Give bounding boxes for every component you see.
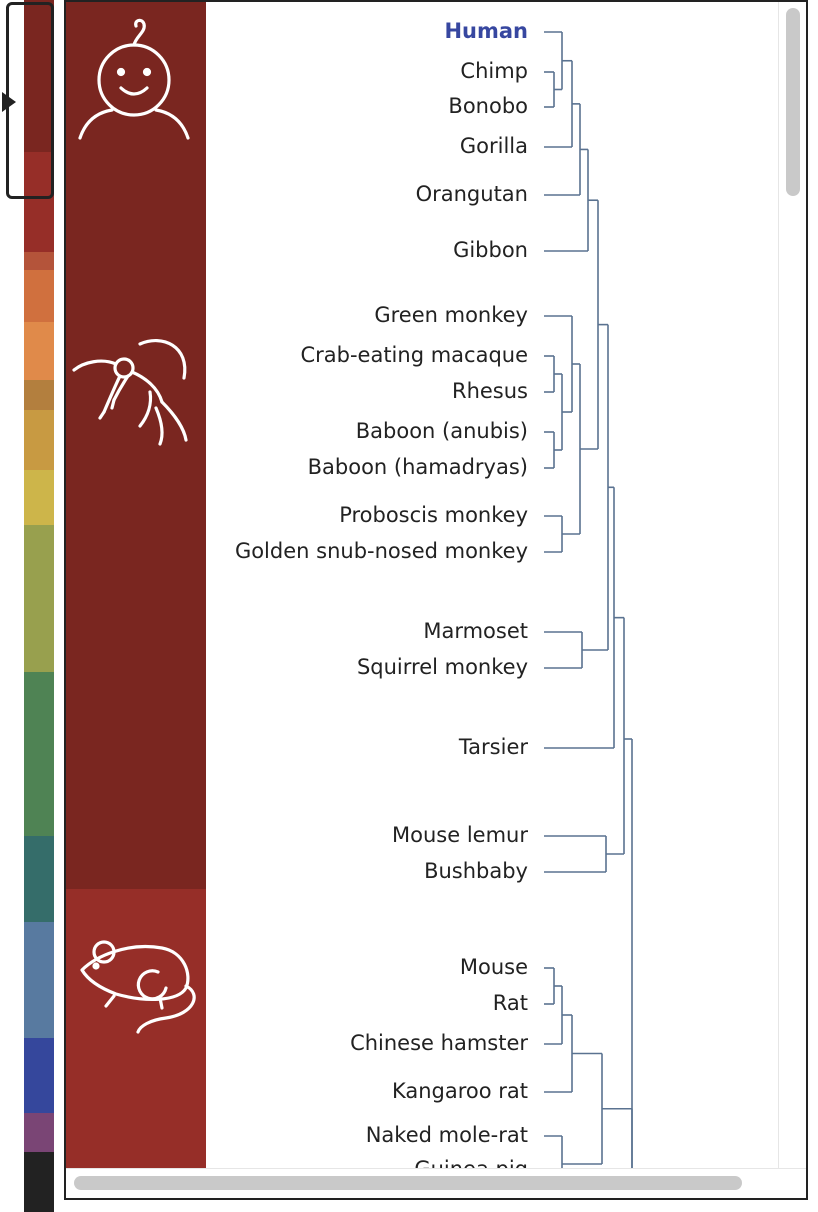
overview-segment[interactable] <box>24 380 54 410</box>
species-label[interactable]: Squirrel monkey <box>356 655 528 679</box>
species-label[interactable]: Bonobo <box>448 94 528 118</box>
mouse-icon[interactable] <box>66 922 206 1062</box>
species-label[interactable]: Gibbon <box>453 238 528 262</box>
overview-segment[interactable] <box>24 0 54 152</box>
species-label[interactable]: Proboscis monkey <box>339 503 528 527</box>
species-label[interactable]: Orangutan <box>415 182 528 206</box>
overview-segment[interactable] <box>24 470 54 525</box>
species-label[interactable]: Baboon (hamadryas) <box>307 455 528 479</box>
species-label[interactable]: Rhesus <box>451 379 528 403</box>
viewport-pointer-icon <box>2 92 16 112</box>
overview-segment[interactable] <box>24 1152 54 1212</box>
species-label[interactable]: Naked mole-rat <box>365 1123 528 1147</box>
overview-segment[interactable] <box>24 922 54 1038</box>
human-baby-icon[interactable] <box>66 12 206 152</box>
clade-band-primates <box>66 2 206 889</box>
dendrogram <box>544 31 633 1168</box>
species-label[interactable]: Marmoset <box>423 619 528 643</box>
species-label[interactable]: Kangaroo rat <box>391 1079 528 1103</box>
species-label[interactable]: Green monkey <box>374 303 528 327</box>
vertical-scrollbar-thumb[interactable] <box>786 8 800 196</box>
overview-segment[interactable] <box>24 322 54 380</box>
overview-segment[interactable] <box>24 525 54 672</box>
tree-viewer: Human Chimp Bonobo Gorilla Orangutan Gibbon Gr… <box>64 0 808 1200</box>
clade-overview-strip[interactable] <box>24 0 54 1212</box>
overview-segment[interactable] <box>24 410 54 470</box>
overview-segment[interactable] <box>24 672 54 836</box>
species-label[interactable]: Human <box>444 19 528 43</box>
species-label[interactable]: Crab-eating macaque <box>300 343 528 367</box>
overview-segment[interactable] <box>24 270 54 322</box>
species-label[interactable]: Golden snub-nosed monkey <box>234 539 528 563</box>
species-label[interactable]: Mouse <box>459 955 528 979</box>
species-label[interactable]: Chimp <box>460 59 528 83</box>
monkey-icon[interactable] <box>66 322 206 462</box>
species-label[interactable]: Gorilla <box>459 134 528 158</box>
horizontal-scrollbar-thumb[interactable] <box>74 1176 742 1190</box>
overview-segment[interactable] <box>24 252 54 270</box>
species-label[interactable]: Chinese hamster <box>350 1031 528 1055</box>
species-label[interactable]: Baboon (anubis) <box>355 419 528 443</box>
species-label[interactable]: Mouse lemur <box>392 823 528 847</box>
clade-band-glires <box>66 889 206 1168</box>
overview-segment[interactable] <box>24 1038 54 1113</box>
vertical-scrollbar-track[interactable] <box>778 2 806 1168</box>
species-label[interactable]: Guinea pig <box>414 1156 528 1168</box>
overview-segment[interactable] <box>24 836 54 922</box>
overview-segment[interactable] <box>24 1113 54 1152</box>
species-label[interactable]: Tarsier <box>458 735 528 759</box>
overview-segment[interactable] <box>24 152 54 252</box>
species-label[interactable]: Bushbaby <box>424 859 528 883</box>
tree-scroll-area[interactable]: Human Chimp Bonobo Gorilla Orangutan Gibbon Gr… <box>66 2 778 1168</box>
species-label[interactable]: Rat <box>492 991 528 1015</box>
